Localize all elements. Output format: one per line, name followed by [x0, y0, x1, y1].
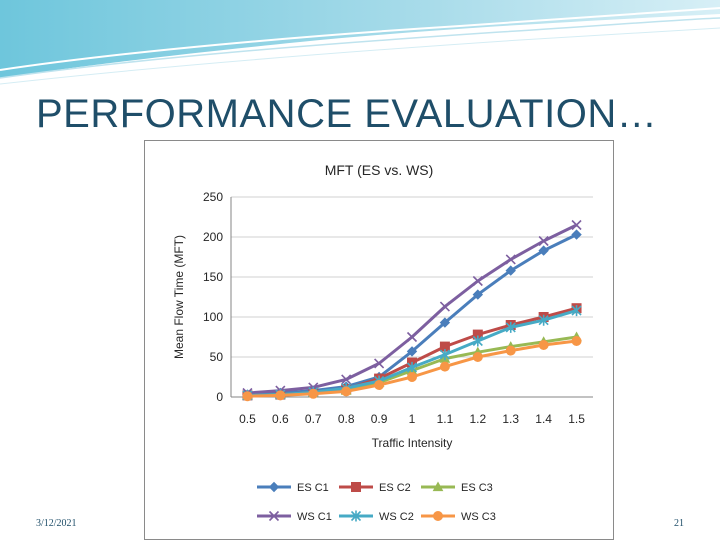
legend-label: ES C3 — [461, 482, 493, 494]
data-point-es-c1 — [538, 245, 549, 256]
legend-label: WS C3 — [461, 511, 496, 523]
y-tick-label: 0 — [216, 390, 223, 404]
legend-item-ws-c2: WS C2 — [339, 510, 414, 523]
grid — [231, 196, 593, 358]
page-title: PERFORMANCE EVALUATION… — [36, 92, 658, 136]
legend-marker — [268, 510, 280, 522]
data-point-es-c1 — [505, 265, 516, 276]
y-tick-label: 150 — [203, 270, 223, 284]
legend-marker — [433, 511, 443, 521]
data-point-ws-c2 — [439, 349, 450, 361]
data-point-ws-c3 — [374, 380, 385, 390]
page-number: 21 — [674, 518, 684, 529]
data-point-es-c1 — [439, 317, 451, 328]
legend-label: WS C1 — [297, 511, 332, 523]
data-point-ws-c3 — [308, 388, 319, 399]
x-tick-label: 0.7 — [305, 412, 322, 426]
x-tick-label: 0.5 — [239, 412, 256, 426]
legend-item-es-c3: ES C3 — [421, 481, 493, 494]
data-point-es-c1 — [472, 289, 484, 300]
data-point-ws-c3 — [538, 340, 549, 350]
data-point-ws-c3 — [505, 345, 516, 356]
y-tick-label: 200 — [203, 230, 223, 244]
chart-frame: 0.5 0.6 0.7 0.8 0.9 1 1.1 1.2 1.3 1.4 1.5 0 50 100 15… — [144, 140, 614, 540]
legend-marker — [350, 510, 362, 522]
x-tick-labels: 0.5 0.6 0.7 0.8 0.9 1 1.1 1.2 1.3 1.4 1.5 — [239, 412, 585, 426]
data-point-ws-c1 — [571, 219, 582, 231]
data-point-ws-c1 — [406, 331, 418, 343]
legend-label: WS C2 — [379, 511, 414, 523]
x-tick-label: 1.1 — [437, 412, 454, 426]
data-point-ws-c1 — [374, 358, 385, 369]
legend-marker — [351, 482, 361, 492]
legend-item-es-c2: ES C2 — [339, 482, 411, 494]
data-point-ws-c1 — [472, 275, 483, 287]
x-tick-label: 1.3 — [502, 412, 519, 426]
data-point-ws-c1 — [538, 235, 549, 247]
x-tick-label: 1.2 — [469, 412, 486, 426]
data-point-ws-c3 — [242, 391, 253, 402]
x-tick-label: 0.6 — [272, 412, 289, 426]
legend-item-ws-c1: WS C1 — [257, 510, 332, 523]
data-point-ws-c3 — [571, 336, 582, 346]
data-point-ws-c1 — [439, 301, 450, 312]
header-wave-decoration — [0, 0, 720, 85]
data-point-ws-c2 — [406, 361, 418, 373]
x-tick-label: 1 — [409, 412, 416, 426]
data-point-ws-c3 — [407, 372, 417, 382]
footer-date: 3/12/2021 — [36, 518, 77, 529]
chart-title: MFT (ES vs. WS) — [325, 162, 434, 178]
y-tick-label: 50 — [210, 350, 224, 364]
legend-label: ES C2 — [379, 482, 411, 494]
legend-label: ES C1 — [297, 482, 329, 494]
chart: 0.5 0.6 0.7 0.8 0.9 1 1.1 1.2 1.3 1.4 1.5 0 50 100 15… — [172, 162, 593, 523]
data-point-ws-c2 — [538, 314, 549, 326]
x-tick-label: 0.9 — [371, 412, 388, 426]
data-point-es-c1 — [571, 229, 582, 240]
y-tick-labels: 0 50 100 150 200 250 — [203, 190, 223, 404]
x-tick-label: 0.8 — [338, 412, 355, 426]
series-layer — [242, 219, 582, 402]
data-point-ws-c3 — [439, 361, 450, 372]
series-ws-c3 — [242, 336, 582, 402]
x-tick-label: 1.5 — [568, 412, 585, 426]
data-point-es-c1 — [406, 346, 418, 357]
y-axis-label: Mean Flow Time (MFT) — [172, 235, 186, 359]
legend-item-es-c1: ES C1 — [257, 481, 329, 494]
y-tick-label: 250 — [203, 190, 223, 204]
legend-item-ws-c3: WS C3 — [421, 511, 496, 523]
y-tick-label: 100 — [203, 310, 223, 324]
data-point-ws-c2 — [505, 321, 516, 333]
data-point-ws-c3 — [341, 386, 352, 397]
legend: ES C1 ES C2 ES C3 WS C1 WS C2 WS C3 — [257, 481, 496, 523]
legend-marker — [432, 481, 444, 492]
data-point-ws-c3 — [472, 352, 483, 362]
x-axis-label: Traffic Intensity — [372, 436, 453, 450]
data-point-ws-c1 — [505, 254, 516, 265]
data-point-ws-c2 — [571, 305, 582, 317]
x-tick-label: 1.4 — [535, 412, 552, 426]
data-point-ws-c3 — [275, 390, 286, 401]
legend-marker — [268, 481, 280, 493]
data-point-ws-c2 — [472, 335, 483, 347]
data-point-ws-c1 — [341, 374, 352, 385]
